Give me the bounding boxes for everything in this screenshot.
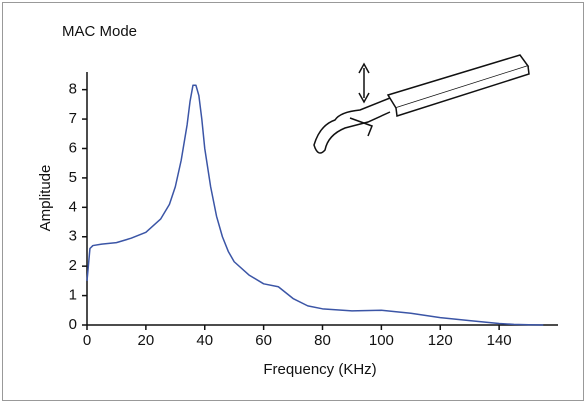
- y-axis-label: Amplitude: [37, 165, 54, 232]
- x-tick-label: 60: [255, 332, 272, 349]
- x-axis-label: Frequency (KHz): [263, 361, 376, 378]
- y-tick-label: 5: [69, 169, 77, 186]
- y-tick-label: 8: [69, 81, 77, 98]
- cantilever-illustration: [313, 54, 530, 154]
- y-tick-label: 1: [69, 287, 77, 304]
- x-tick-label: 120: [428, 332, 453, 349]
- x-tick-label: 100: [369, 332, 394, 349]
- x-tick-label: 40: [196, 332, 213, 349]
- y-tick-label: 6: [69, 139, 77, 156]
- x-tick-label: 80: [314, 332, 331, 349]
- y-tick-label: 7: [69, 110, 77, 127]
- x-tick-label: 140: [487, 332, 512, 349]
- y-tick-label: 3: [69, 228, 77, 245]
- chart-title: MAC Mode: [62, 23, 137, 40]
- y-tick-label: 0: [69, 316, 77, 333]
- x-tick-label: 20: [138, 332, 155, 349]
- data-line: [86, 84, 544, 326]
- y-tick-label: 2: [69, 257, 77, 274]
- x-tick-label: 0: [83, 332, 91, 349]
- y-tick-label: 4: [69, 198, 77, 215]
